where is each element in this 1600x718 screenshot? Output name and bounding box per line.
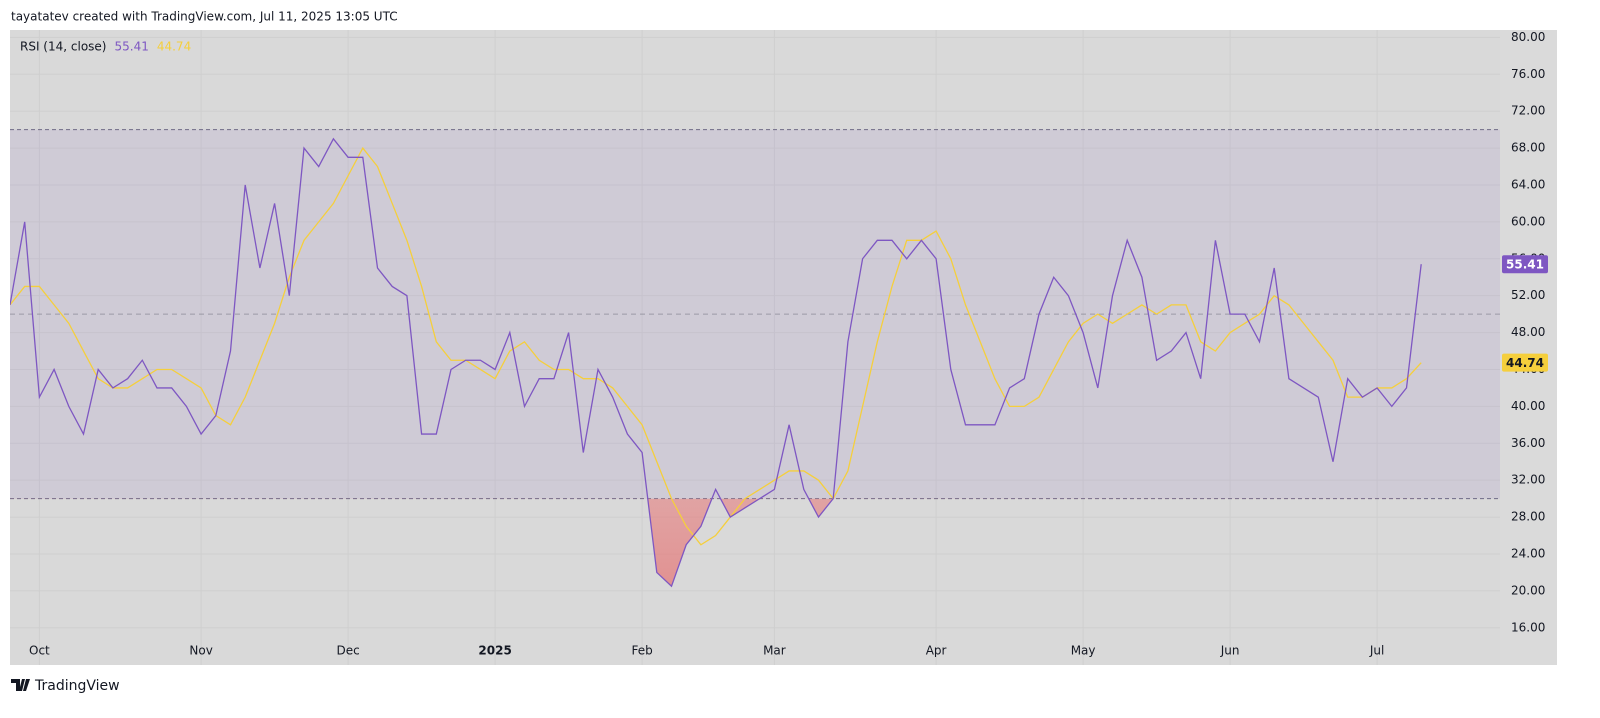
grid	[10, 30, 1500, 665]
y-tick-label: 80.00	[1511, 30, 1545, 44]
y-axis: 16.0020.0024.0028.0032.0036.0040.0044.00…	[1502, 30, 1548, 634]
y-tick-label: 40.00	[1511, 399, 1545, 413]
price-badge-label: 44.74	[1506, 356, 1544, 370]
footer-logo: TradingView	[11, 678, 120, 694]
legend: RSI (14, close) 55.41 44.74	[20, 40, 191, 54]
x-tick-label: Dec	[336, 644, 359, 658]
y-tick-label: 48.00	[1511, 325, 1545, 339]
y-tick-label: 76.00	[1511, 67, 1545, 81]
y-tick-label: 28.00	[1511, 510, 1545, 524]
band-fill	[10, 129, 1500, 499]
series-line	[10, 137, 1422, 588]
series-line	[10, 146, 1422, 546]
x-tick-label: May	[1071, 644, 1096, 658]
logo-icon	[11, 679, 30, 691]
brand: TradingView	[34, 678, 120, 694]
y-tick-label: 72.00	[1511, 104, 1545, 118]
legend-title: RSI (14, close)	[20, 40, 106, 54]
x-tick-label: Nov	[189, 644, 212, 658]
x-tick-label: Feb	[631, 644, 652, 658]
legend-value: 55.41	[114, 40, 148, 54]
x-tick-label: Jun	[1220, 644, 1240, 658]
y-tick-label: 24.00	[1511, 546, 1545, 560]
x-tick-label: Jul	[1369, 644, 1384, 658]
legend-value: 44.74	[157, 40, 191, 54]
y-tick-label: 52.00	[1511, 288, 1545, 302]
price-badge	[1502, 353, 1548, 372]
bands	[10, 129, 1500, 500]
y-tick-label: 36.00	[1511, 436, 1545, 450]
lines	[10, 137, 1422, 588]
oversold-fill	[647, 498, 834, 587]
x-axis: Oct Nov Dec 2025 Feb Mar Apr May Jun Jul	[29, 644, 1384, 658]
y-tick-label: 16.00	[1511, 620, 1545, 634]
y-tick-label: 60.00	[1511, 214, 1545, 228]
y-tick-label: 64.00	[1511, 177, 1545, 191]
x-tick-label: Apr	[926, 644, 947, 658]
header-text: tayatatev created with TradingView.com, …	[11, 10, 398, 24]
x-tick-label: Mar	[763, 644, 786, 658]
y-tick-label: 68.00	[1511, 141, 1545, 155]
price-badge-label: 55.41	[1506, 258, 1544, 272]
y-tick-label: 32.00	[1511, 473, 1545, 487]
x-tick-label: Oct	[29, 644, 50, 658]
y-tick-label: 20.00	[1511, 583, 1545, 597]
price-badge	[1502, 255, 1548, 274]
plot-area	[10, 30, 1500, 665]
x-tick-label: 2025	[478, 644, 511, 658]
